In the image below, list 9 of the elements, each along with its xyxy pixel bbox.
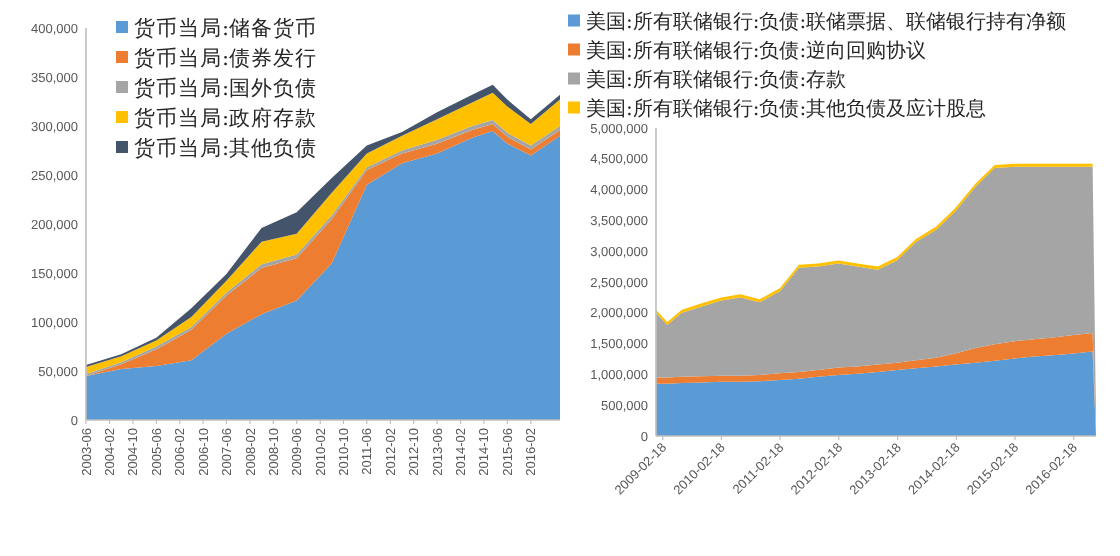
legend-label: 货币当局:储备货币 — [134, 14, 318, 41]
legend-label: 货币当局:债券发行 — [134, 44, 318, 71]
legend-label: 美国:所有联储银行:负债:其他负债及应计股息 — [586, 96, 987, 121]
legend-label: 货币当局:其他负债 — [134, 134, 318, 161]
legend-label: 美国:所有联储银行:负债:联储票据、联储银行持有净额 — [586, 9, 1067, 34]
legend-label: 货币当局:国外负债 — [134, 74, 318, 101]
legend-label: 美国:所有联储银行:负债:存款 — [586, 67, 847, 92]
legend-label: 美国:所有联储银行:负债:逆向回购协议 — [586, 38, 927, 63]
legend-label: 货币当局:政府存款 — [134, 104, 318, 131]
